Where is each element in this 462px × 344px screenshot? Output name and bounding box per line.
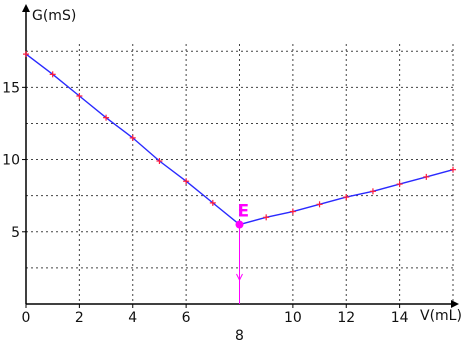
y-tick-label: 5 [11, 225, 20, 241]
equivalence-drop-arrow [236, 273, 243, 282]
data-point [396, 181, 403, 188]
data-point [156, 158, 163, 164]
x-tick-label: 0 [22, 310, 31, 326]
plot-series [23, 51, 456, 228]
x-tick-label: 6 [182, 310, 191, 326]
data-point [343, 194, 350, 201]
axes [22, 4, 459, 308]
y-axis-title: G(mS) [32, 8, 76, 24]
data-point [423, 173, 430, 180]
x-axis-arrow [451, 300, 459, 308]
data-point [289, 208, 296, 215]
equivalence-point [235, 220, 244, 229]
y-tick-label: 15 [2, 80, 20, 96]
data-point [23, 51, 29, 58]
x-axis-title: V(mL) [420, 308, 462, 324]
x-tick-label: 14 [391, 310, 409, 326]
equivalence-label: E [238, 202, 250, 222]
data-point [76, 93, 83, 99]
data-point [129, 134, 136, 141]
x-tick-label: 4 [128, 310, 137, 326]
data-point [103, 114, 110, 121]
y-axis-arrow [22, 4, 30, 12]
y-tick-label: 10 [2, 153, 20, 169]
data-point [450, 166, 456, 173]
x-tick-label: 2 [75, 310, 84, 326]
x-tick-label: 10 [284, 310, 302, 326]
equivalence-x-label: 8 [235, 328, 244, 344]
data-point [49, 71, 56, 78]
data-point [209, 199, 216, 206]
data-point [263, 214, 270, 221]
data-point [369, 188, 376, 195]
grid [26, 44, 454, 304]
data-point [183, 178, 190, 185]
data-point [316, 201, 323, 208]
tick-labels: 0 2 4 6 10 12 14 5 10 15 [2, 80, 408, 326]
x-tick-label: 12 [337, 310, 355, 326]
equivalence-marker: E8 [235, 202, 249, 344]
